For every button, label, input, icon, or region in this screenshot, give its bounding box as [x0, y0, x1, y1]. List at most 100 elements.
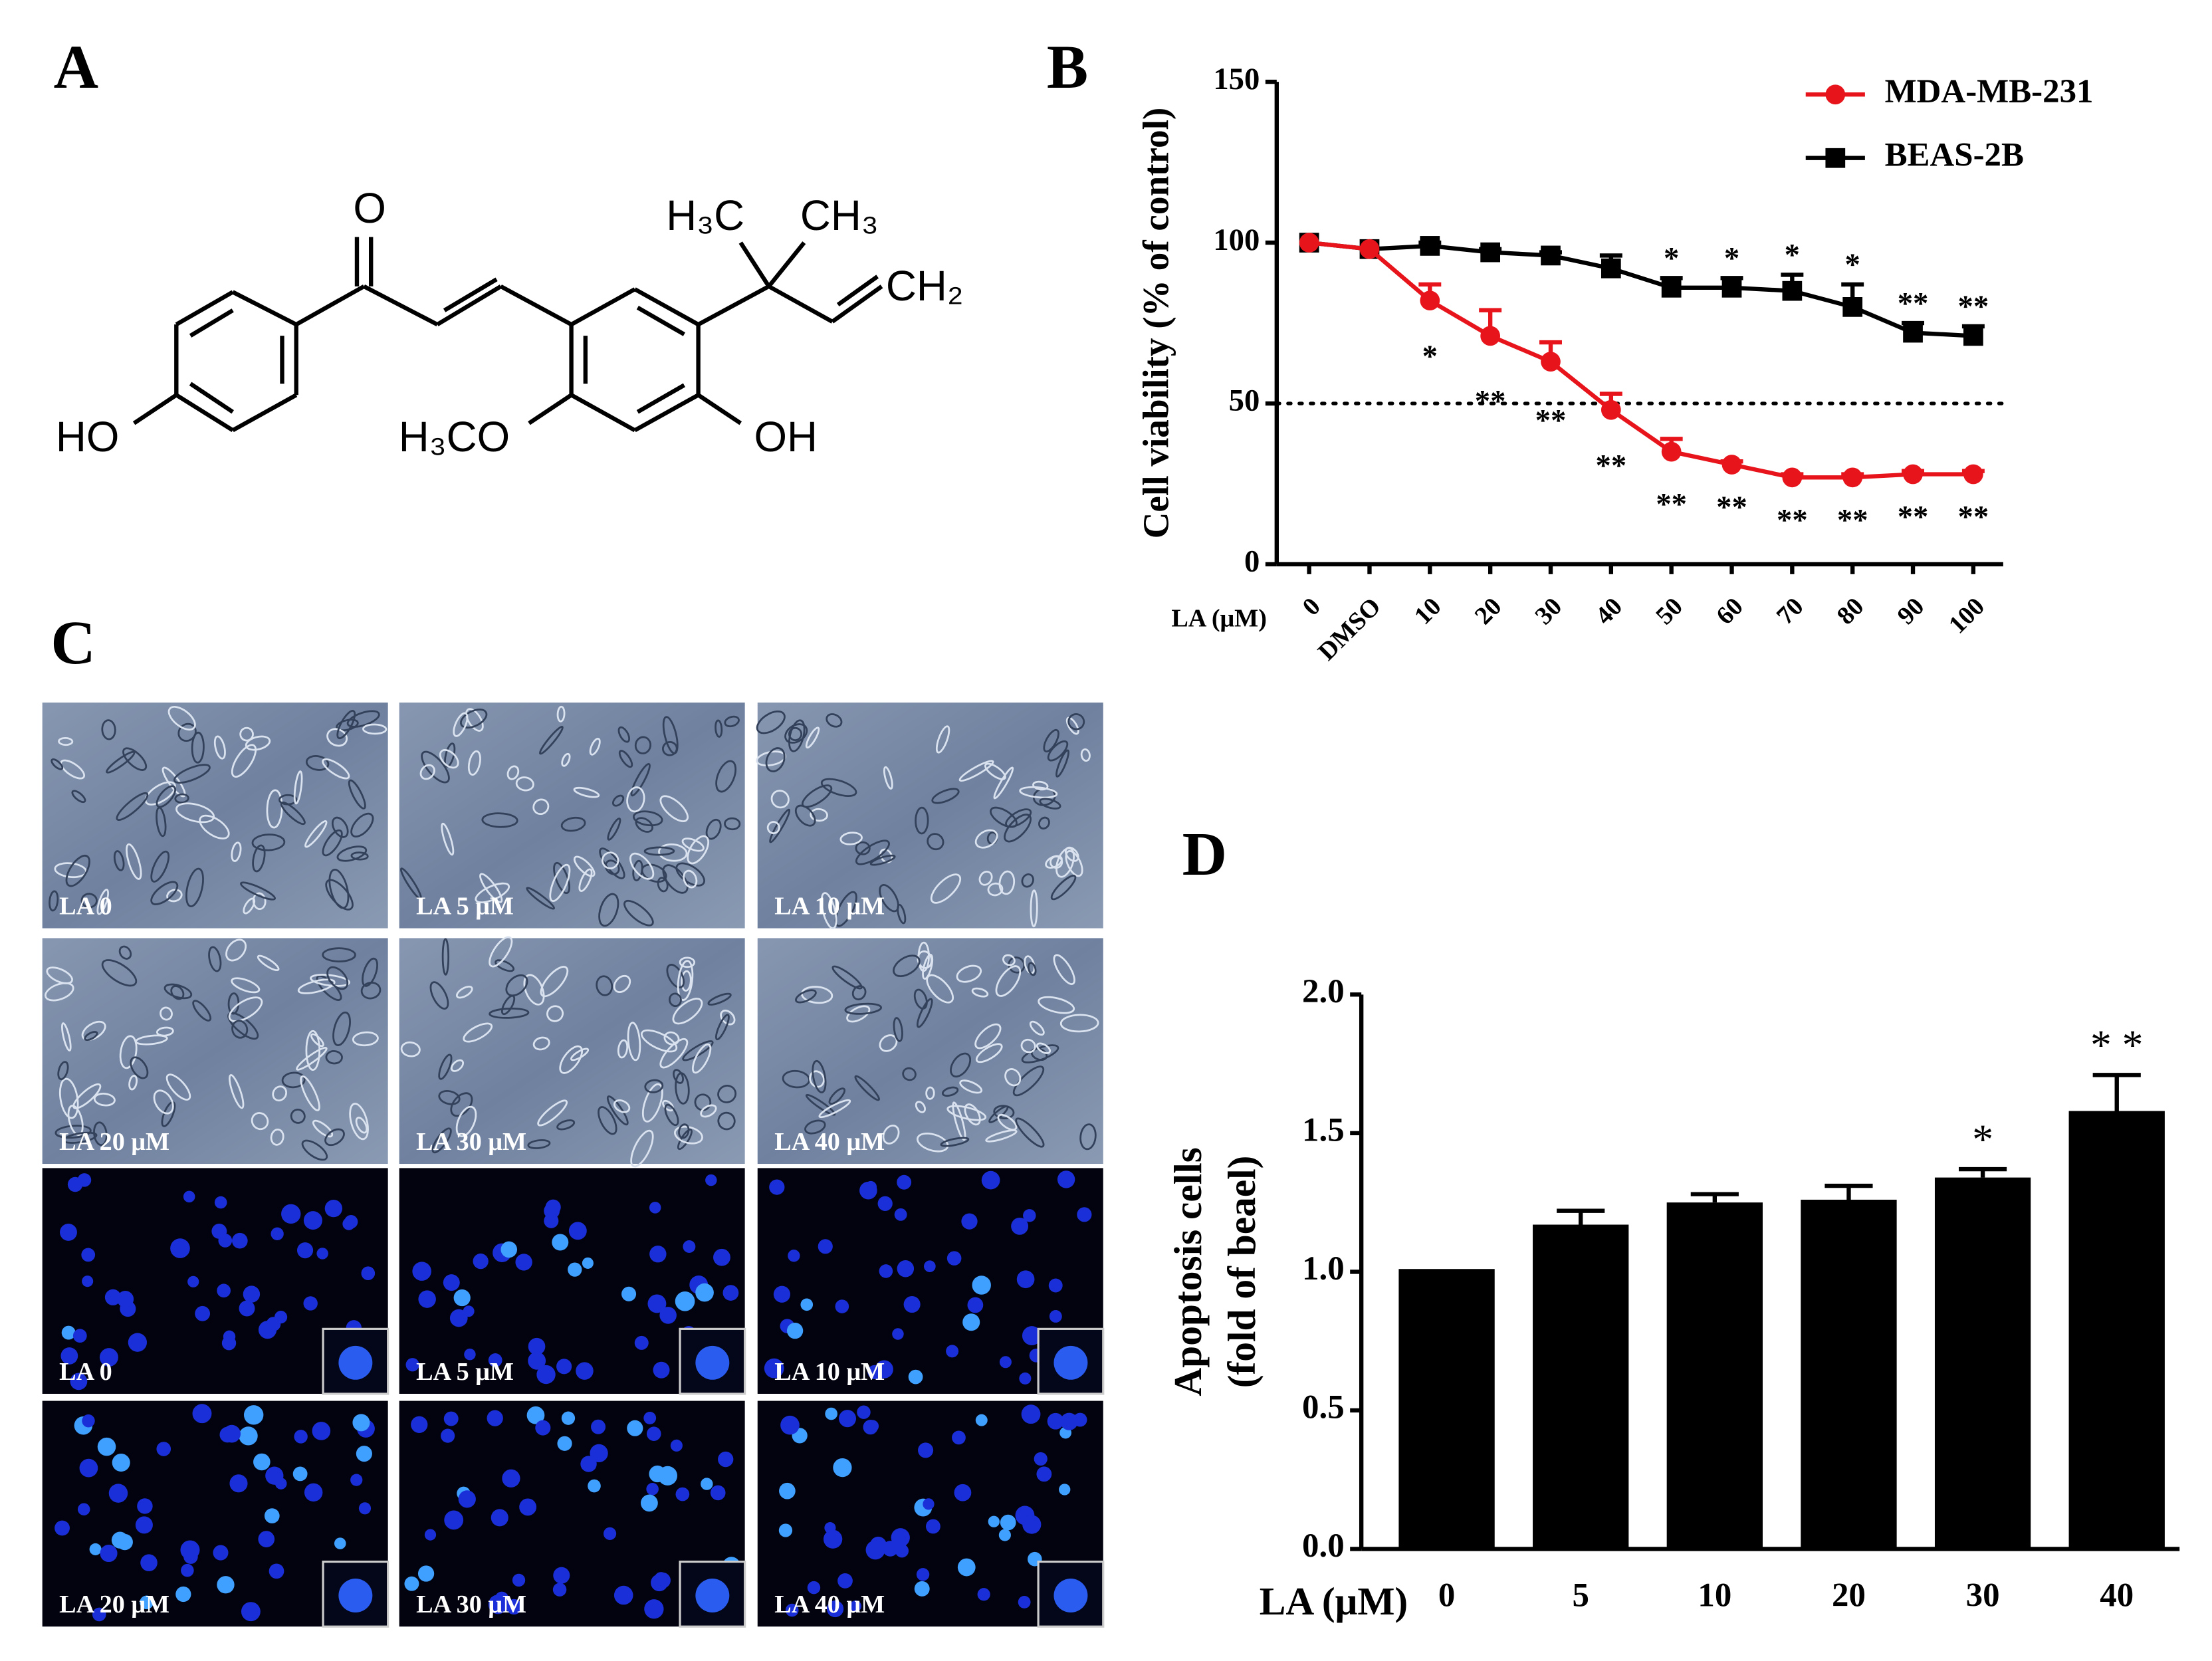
- cell: [350, 851, 369, 861]
- cell: [185, 867, 204, 907]
- cell: [213, 735, 226, 760]
- cell: [455, 986, 473, 999]
- nucleus: [568, 1222, 587, 1240]
- nucleus: [112, 1454, 130, 1472]
- nucleus: [718, 1451, 734, 1468]
- nucleus: [952, 1430, 966, 1445]
- y-tick-label: 100: [1213, 223, 1260, 257]
- nucleus: [1053, 1579, 1088, 1612]
- nucleus: [104, 1289, 122, 1305]
- cell: [596, 975, 613, 996]
- bar: [1801, 1199, 1897, 1549]
- cell: [322, 829, 343, 857]
- cell: [322, 758, 350, 780]
- nucleus: [79, 1458, 98, 1478]
- nucleus: [634, 1335, 649, 1350]
- bar: [1533, 1224, 1629, 1549]
- nucleus: [312, 1422, 331, 1440]
- cell: [355, 1117, 368, 1134]
- cell: [784, 723, 808, 744]
- cell: [1002, 954, 1016, 966]
- cell: [559, 1045, 584, 1074]
- cell: [1005, 808, 1032, 828]
- cell: [481, 812, 518, 828]
- nucleus: [975, 1414, 988, 1426]
- cell: [1030, 889, 1038, 928]
- x-tick-label: 100: [1943, 592, 1990, 639]
- nucleus: [877, 1196, 893, 1211]
- marker: [1420, 236, 1440, 256]
- nucleus: [458, 1490, 476, 1508]
- nucleus: [981, 1170, 1000, 1190]
- cell: [818, 1099, 851, 1119]
- nucleus: [181, 1563, 194, 1577]
- cell: [463, 1022, 493, 1043]
- nucleus: [192, 1404, 212, 1424]
- cell: [455, 1105, 477, 1137]
- legend-marker: [1825, 148, 1846, 168]
- nucleus: [1019, 1372, 1032, 1384]
- cell: [724, 817, 741, 831]
- nucleus: [903, 1295, 921, 1313]
- significance: **: [1656, 487, 1687, 521]
- significance: *: [1664, 241, 1679, 276]
- atom-label: CH₃: [800, 192, 879, 239]
- micrograph-label: LA 20 μM: [59, 1591, 169, 1618]
- cell: [173, 764, 211, 784]
- cell: [879, 848, 893, 863]
- marker: [1842, 467, 1863, 488]
- cell: [855, 839, 890, 865]
- cell: [1019, 786, 1058, 799]
- cell: [290, 1109, 306, 1124]
- micrograph: LA 20 μM: [42, 938, 388, 1164]
- series-line: [1309, 240, 1974, 338]
- cell: [1050, 875, 1077, 901]
- cell: [58, 1077, 79, 1119]
- cell: [537, 1099, 568, 1127]
- nucleus: [411, 1416, 428, 1433]
- cell: [635, 817, 653, 833]
- nucleus: [1021, 1404, 1041, 1424]
- nucleus: [545, 1199, 561, 1215]
- cell: [310, 974, 350, 987]
- cell: [1008, 956, 1026, 974]
- cell: [717, 1085, 737, 1103]
- cell: [1032, 780, 1049, 791]
- nucleus: [654, 1572, 668, 1586]
- cell: [998, 870, 1016, 895]
- nucleus: [627, 1420, 643, 1436]
- nucleus: [219, 1426, 236, 1443]
- cell: [691, 1043, 712, 1074]
- cell: [883, 766, 893, 790]
- nucleus: [271, 1227, 284, 1240]
- atom-label: CH₂: [886, 263, 964, 310]
- cell: [1080, 748, 1091, 762]
- cell: [694, 1093, 712, 1111]
- nucleus: [405, 1358, 419, 1372]
- marker: [1359, 239, 1380, 259]
- cell: [266, 789, 283, 829]
- significance: **: [1535, 403, 1567, 438]
- cell: [915, 806, 929, 835]
- nucleus: [211, 1224, 227, 1239]
- cell: [916, 998, 933, 1028]
- cell: [278, 794, 298, 806]
- marker: [1721, 277, 1742, 298]
- cell: [325, 1050, 343, 1065]
- nucleus: [977, 1588, 990, 1601]
- nucleus: [925, 1519, 940, 1534]
- nucleus: [137, 1498, 153, 1514]
- nucleus: [1018, 1596, 1031, 1608]
- nucleus: [859, 1181, 877, 1200]
- cell: [978, 870, 993, 886]
- atom-label: HO: [56, 413, 119, 461]
- cell: [467, 750, 481, 776]
- micrograph: LA 20 μM: [42, 1400, 389, 1628]
- y-axis-label: Apoptosis cells: [1166, 1147, 1210, 1396]
- micrograph-label: LA 30 μM: [416, 1128, 526, 1156]
- nucleus: [1022, 1326, 1042, 1346]
- nucleus: [998, 1529, 1011, 1541]
- cell: [893, 954, 921, 978]
- significance: *: [1422, 339, 1438, 374]
- micrograph: LA 5 μM: [399, 702, 745, 929]
